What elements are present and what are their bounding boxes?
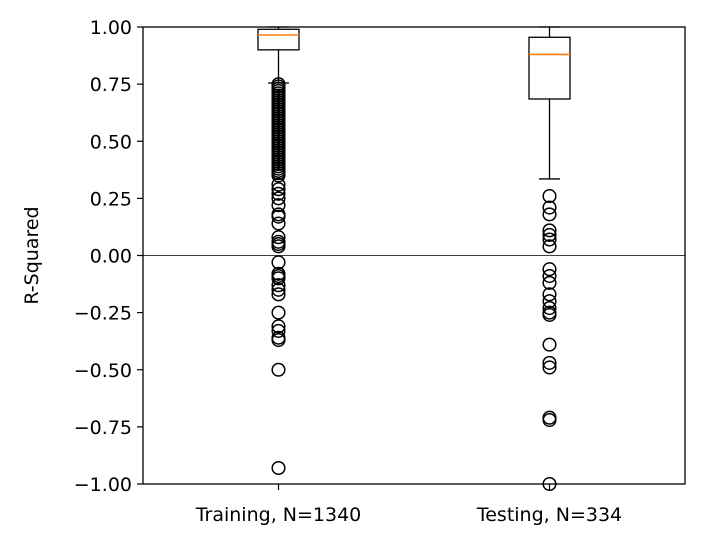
x-tick-label: Training, N=1340 [195, 504, 362, 526]
outlier-point [271, 319, 286, 334]
y-tick-label: 0.50 [90, 131, 132, 153]
outlier-point [542, 227, 557, 242]
outlier-point [271, 362, 286, 377]
outlier-point [271, 216, 286, 231]
outlier-point [271, 186, 286, 201]
outlier-point [271, 177, 286, 192]
outlier-point [271, 255, 286, 270]
outlier-point [542, 275, 557, 290]
outlier-point [271, 278, 286, 293]
outlier-group [542, 189, 557, 492]
outlier-point [542, 200, 557, 215]
y-tick-label: −0.75 [74, 417, 132, 439]
outlier-point [542, 355, 557, 370]
outlier-point [271, 239, 286, 254]
outlier-point [542, 337, 557, 352]
outlier-point [542, 269, 557, 284]
outlier-point [271, 282, 286, 297]
y-axis-title: R-Squared [21, 206, 43, 304]
outlier-point [271, 287, 286, 302]
outlier-point [271, 209, 286, 224]
outlier-point [542, 207, 557, 222]
iqr-box [257, 28, 300, 51]
y-tick-label: 0.75 [90, 74, 132, 96]
outlier-point [542, 287, 557, 302]
y-tick-label: −0.50 [74, 360, 132, 382]
outlier-point [542, 223, 557, 238]
x-tick-label: Testing, N=334 [476, 504, 622, 526]
outlier-point [271, 182, 286, 197]
outlier-point [542, 412, 557, 428]
outlier-point [271, 305, 286, 320]
outlier-point [271, 323, 286, 338]
outlier-point [542, 301, 557, 316]
outlier-point [271, 460, 286, 476]
outlier-point [271, 271, 286, 286]
x-axis-ticks: Training, N=1340 Testing, N=334 [195, 484, 622, 526]
outlier-point [542, 232, 557, 247]
boxes-layer [257, 26, 571, 180]
outlier-point [542, 189, 557, 204]
y-tick-label: 0.00 [90, 246, 132, 268]
y-tick-label: 1.00 [90, 17, 132, 39]
outliers-layer [271, 77, 557, 492]
y-tick-label: 0.25 [90, 188, 132, 210]
y-axis-ticks: 1.00 0.75 0.50 0.25 0.00 −0.25 −0.50 −0.75 −1.00 [74, 17, 143, 496]
outlier-point [271, 191, 286, 206]
outlier-point [271, 198, 286, 213]
iqr-box [528, 36, 571, 100]
y-tick-label: −1.00 [74, 474, 132, 496]
outlier-point [271, 332, 286, 348]
outlier-point [542, 294, 557, 309]
outlier-point [542, 360, 557, 375]
outlier-point [542, 239, 557, 254]
outlier-point [271, 168, 286, 183]
outlier-group [271, 77, 286, 476]
box-group [528, 26, 571, 180]
outlier-point [542, 262, 557, 277]
outlier-point [271, 230, 286, 245]
box-group [257, 26, 300, 84]
outlier-point [542, 307, 557, 322]
y-tick-label: −0.25 [74, 303, 132, 325]
